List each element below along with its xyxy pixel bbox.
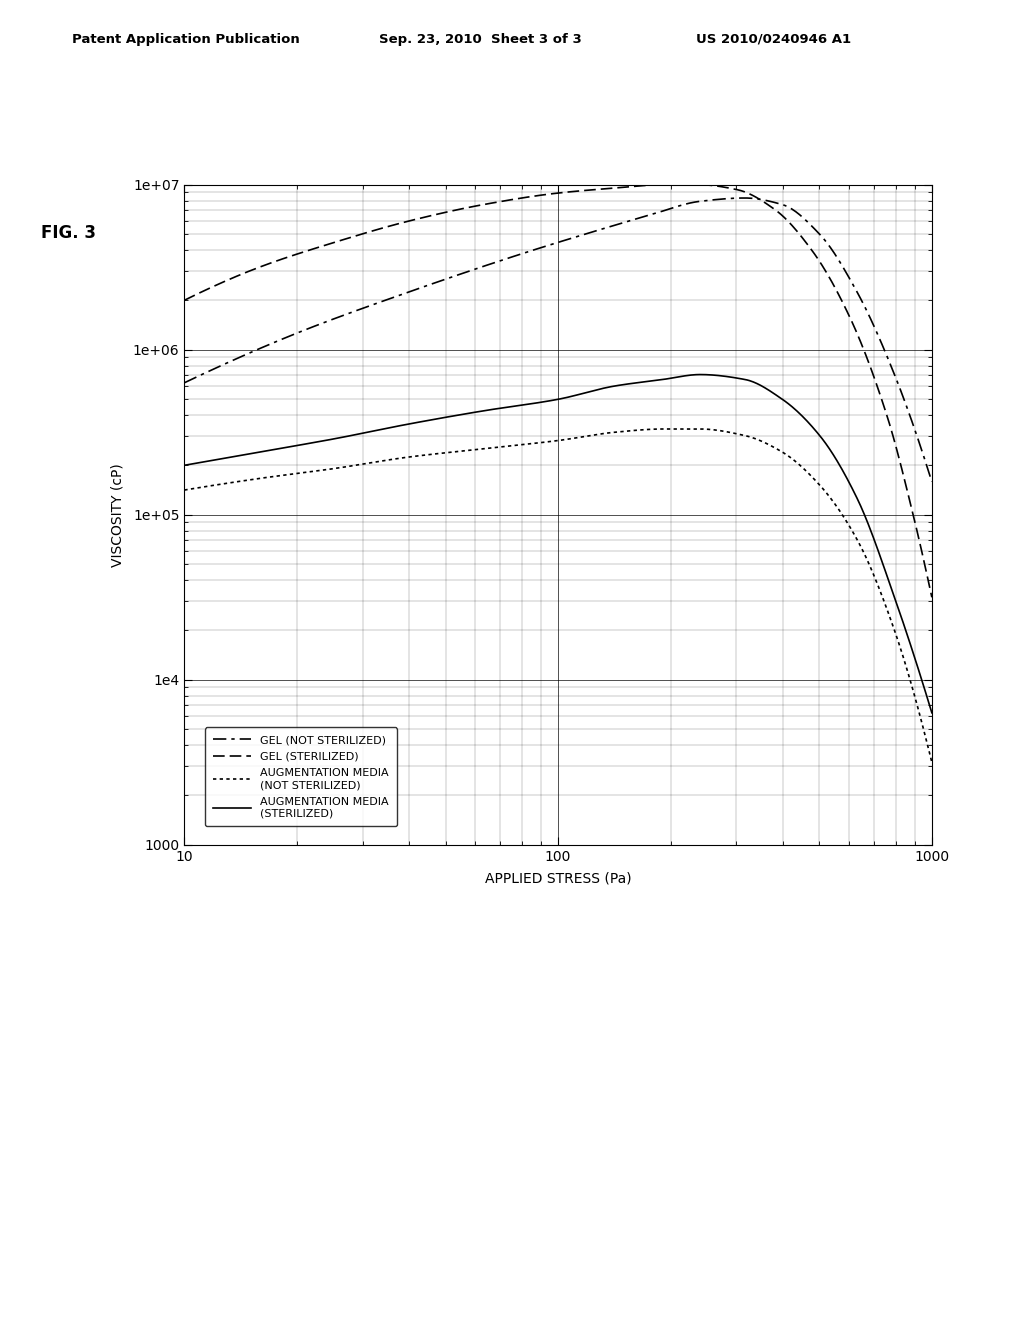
Text: FIG. 3: FIG. 3	[41, 224, 96, 243]
Text: US 2010/0240946 A1: US 2010/0240946 A1	[696, 33, 851, 46]
X-axis label: APPLIED STRESS (Pa): APPLIED STRESS (Pa)	[484, 873, 632, 886]
Text: Sep. 23, 2010  Sheet 3 of 3: Sep. 23, 2010 Sheet 3 of 3	[379, 33, 582, 46]
Text: Patent Application Publication: Patent Application Publication	[72, 33, 299, 46]
Y-axis label: VISCOSITY (cP): VISCOSITY (cP)	[111, 463, 125, 566]
Legend: GEL (NOT STERILIZED), GEL (STERILIZED), AUGMENTATION MEDIA
(NOT STERILIZED), AUG: GEL (NOT STERILIZED), GEL (STERILIZED), …	[205, 727, 396, 826]
